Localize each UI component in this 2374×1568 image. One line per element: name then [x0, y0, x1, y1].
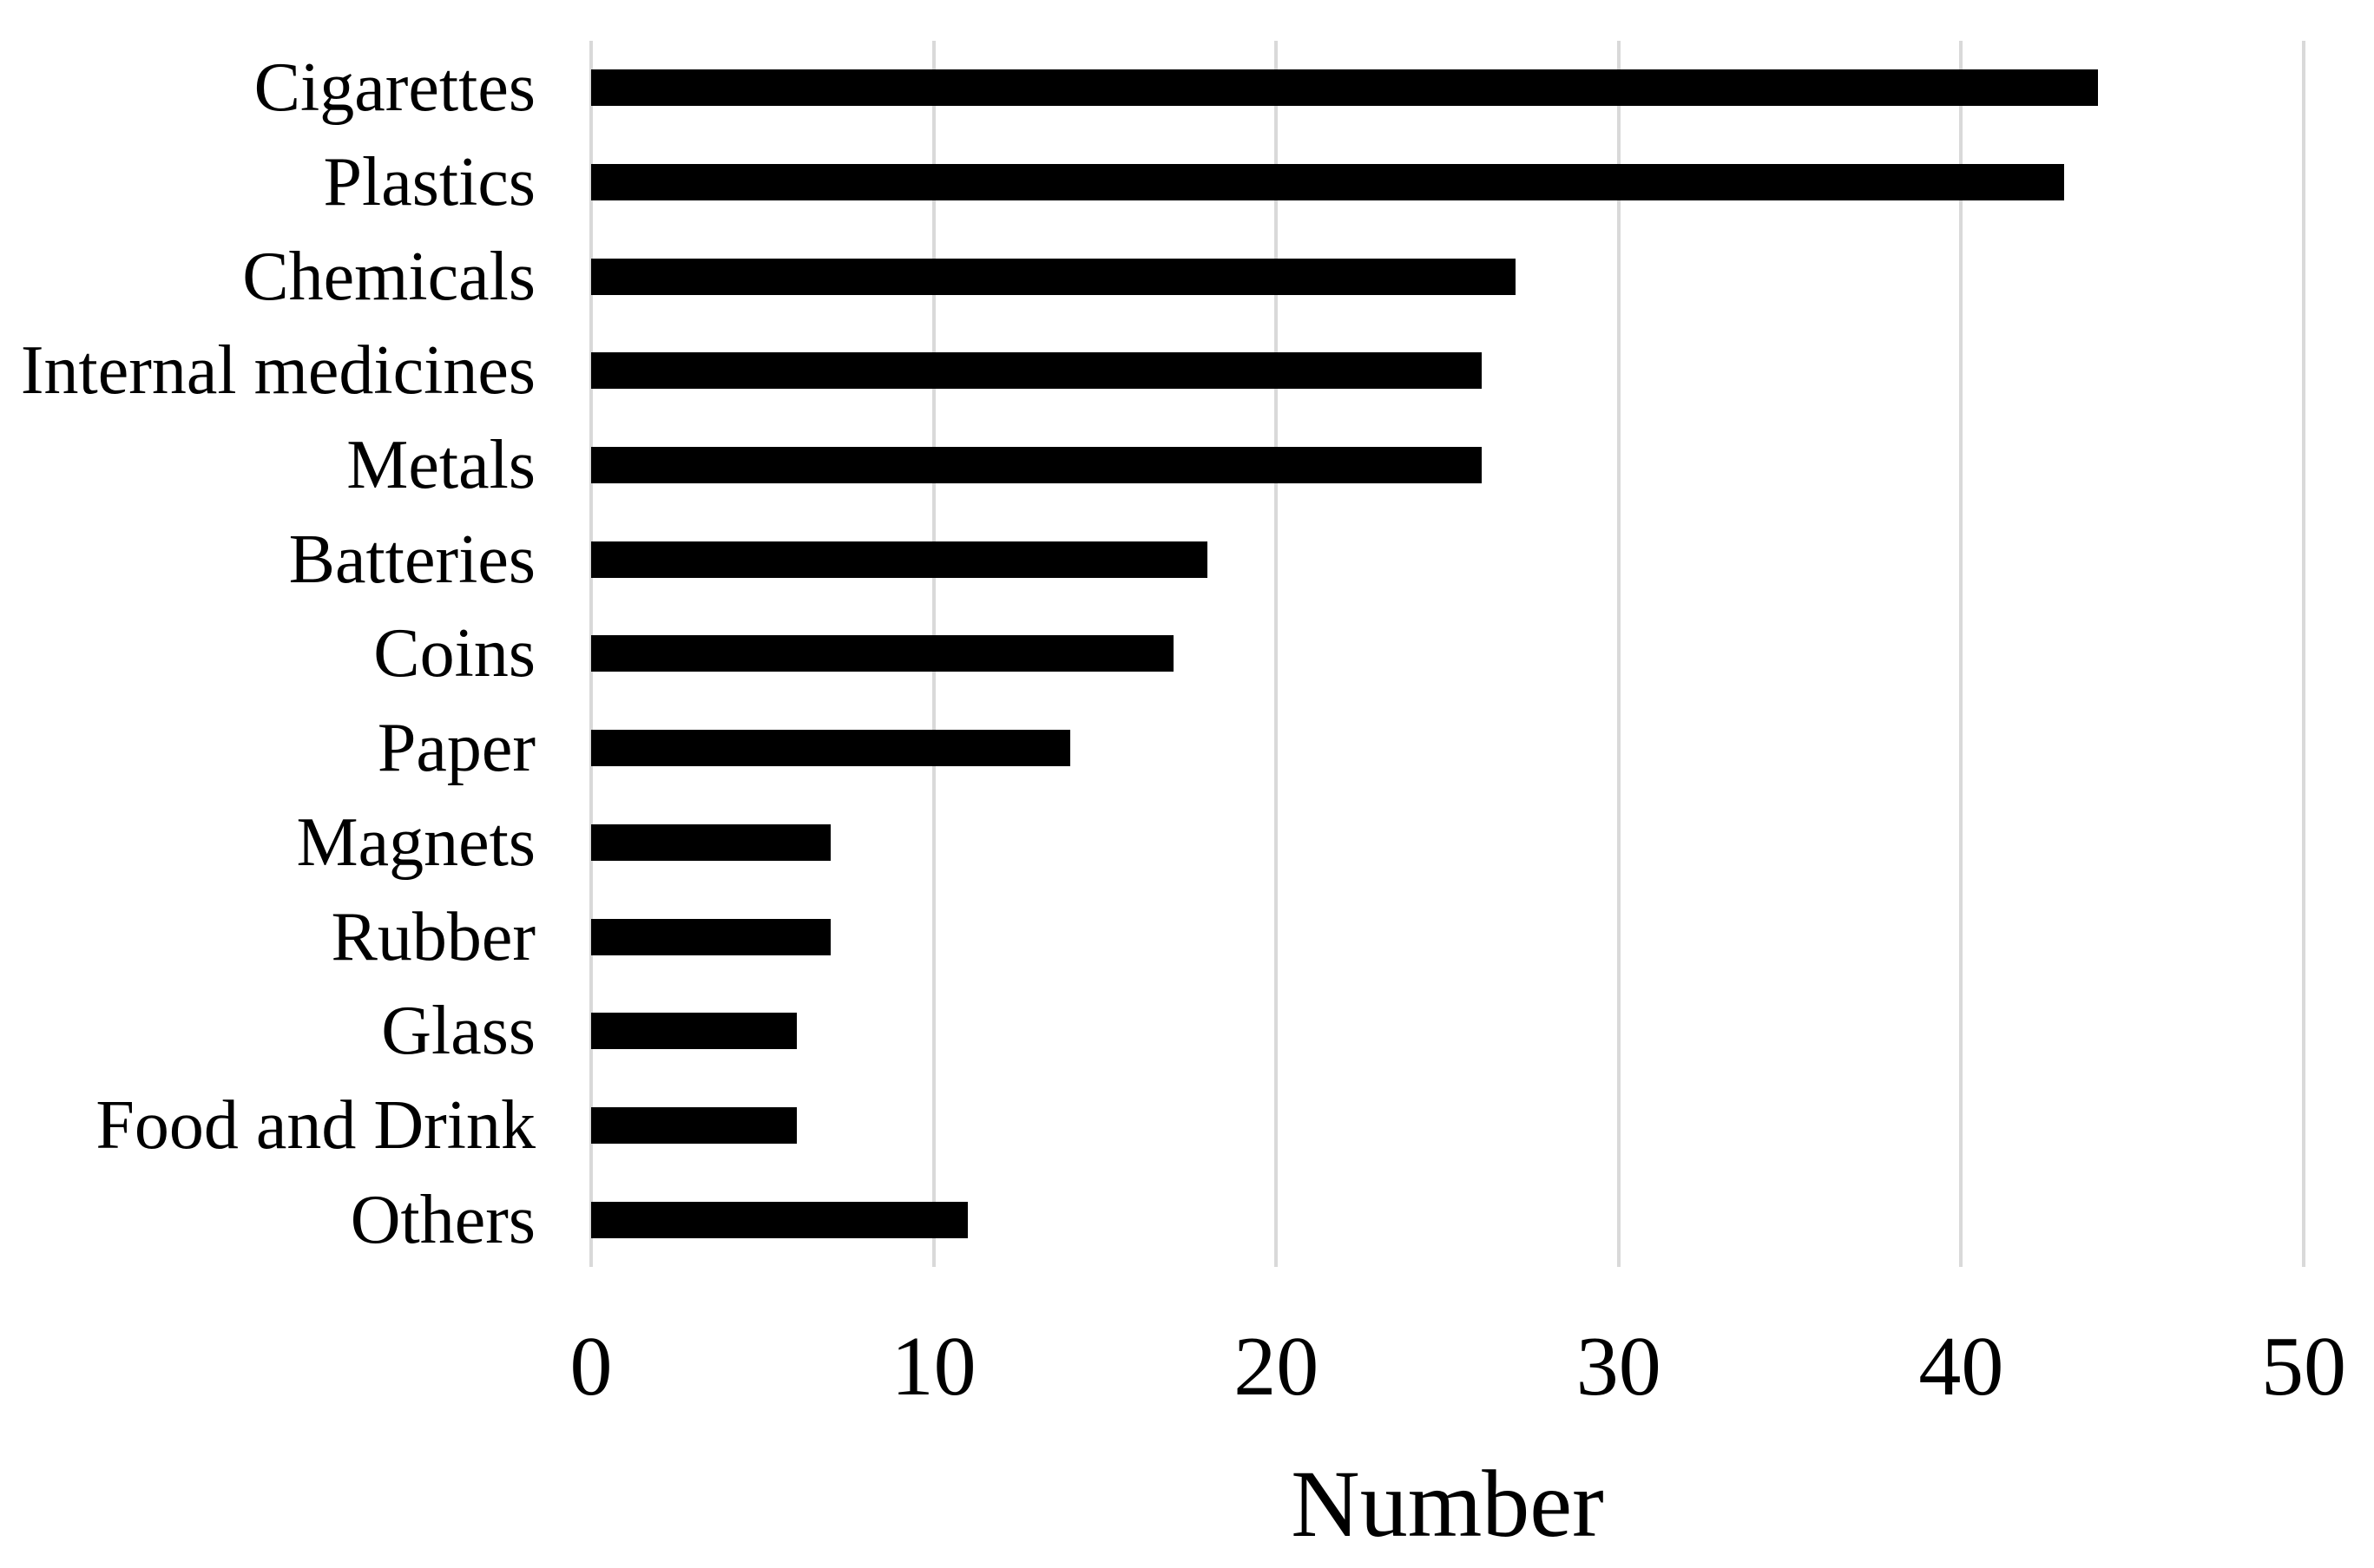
bar-row-chemicals: [591, 229, 2304, 324]
category-label-metals: Metals: [346, 427, 536, 504]
bar-coins: [591, 635, 1174, 672]
bar-row-paper: [591, 701, 2304, 796]
category-label-glass: Glass: [381, 993, 536, 1070]
category-label-chemicals: Chemicals: [242, 238, 536, 315]
bar-chemicals: [591, 258, 1516, 295]
gridline-50: [2302, 41, 2305, 1267]
gridline-20: [1274, 41, 1279, 1267]
bar-row-coins: [591, 607, 2304, 701]
bar-row-internal-medicines: [591, 324, 2304, 418]
x-tick-label-20: 20: [1233, 1320, 1319, 1414]
category-label-plastics: Plastics: [323, 144, 536, 221]
x-axis-ticks: 0 10 20 30 40 50: [570, 1320, 2347, 1420]
bar-row-cigarettes: [591, 41, 2304, 135]
category-label-cigarettes: Cigarettes: [253, 49, 536, 127]
bar-row-metals: [591, 418, 2304, 513]
x-tick-label-40: 40: [1918, 1320, 2004, 1414]
bar-rubber: [591, 918, 832, 955]
category-label-batteries: Batteries: [288, 521, 536, 598]
bar-others: [591, 1201, 969, 1238]
category-label-paper: Paper: [377, 710, 536, 787]
bar-row-others: [591, 1172, 2304, 1267]
category-label-others: Others: [350, 1181, 536, 1258]
x-axis-title: Number: [1291, 1451, 1604, 1557]
bar-row-food-and-drink: [591, 1079, 2304, 1173]
bar-row-rubber: [591, 889, 2304, 984]
bar-internal-medicines: [591, 352, 1482, 390]
x-tick-label-30: 30: [1575, 1320, 1661, 1414]
x-tick-label-50: 50: [2261, 1320, 2346, 1414]
bar-row-glass: [591, 984, 2304, 1079]
bar-cigarettes: [591, 69, 2099, 107]
category-label-magnets: Magnets: [296, 804, 536, 881]
x-tick-label-10: 10: [891, 1320, 977, 1414]
category-label-food-and-drink: Food and Drink: [95, 1086, 536, 1164]
bar-metals: [591, 447, 1482, 484]
bar-magnets: [591, 823, 832, 861]
gridline-40: [1959, 41, 1963, 1267]
bar-batteries: [591, 541, 1208, 578]
bar-paper: [591, 730, 1071, 767]
category-label-coins: Coins: [373, 615, 536, 692]
category-label-rubber: Rubber: [331, 898, 536, 975]
bar-food-and-drink: [591, 1106, 797, 1144]
bar-row-plastics: [591, 135, 2304, 230]
bar-row-magnets: [591, 796, 2304, 890]
bar-rows: [591, 41, 2304, 1267]
x-tick-label-0: 0: [569, 1320, 613, 1414]
category-axis: Cigarettes Plastics Chemicals Internal medi…: [0, 41, 536, 1267]
plot-area: [589, 41, 2305, 1267]
bar-row-batteries: [591, 512, 2304, 607]
bar-glass: [591, 1013, 797, 1050]
gridline-30: [1616, 41, 1621, 1267]
category-label-internal-medicines: Internal medicines: [20, 332, 536, 410]
bar-plastics: [591, 164, 2064, 201]
